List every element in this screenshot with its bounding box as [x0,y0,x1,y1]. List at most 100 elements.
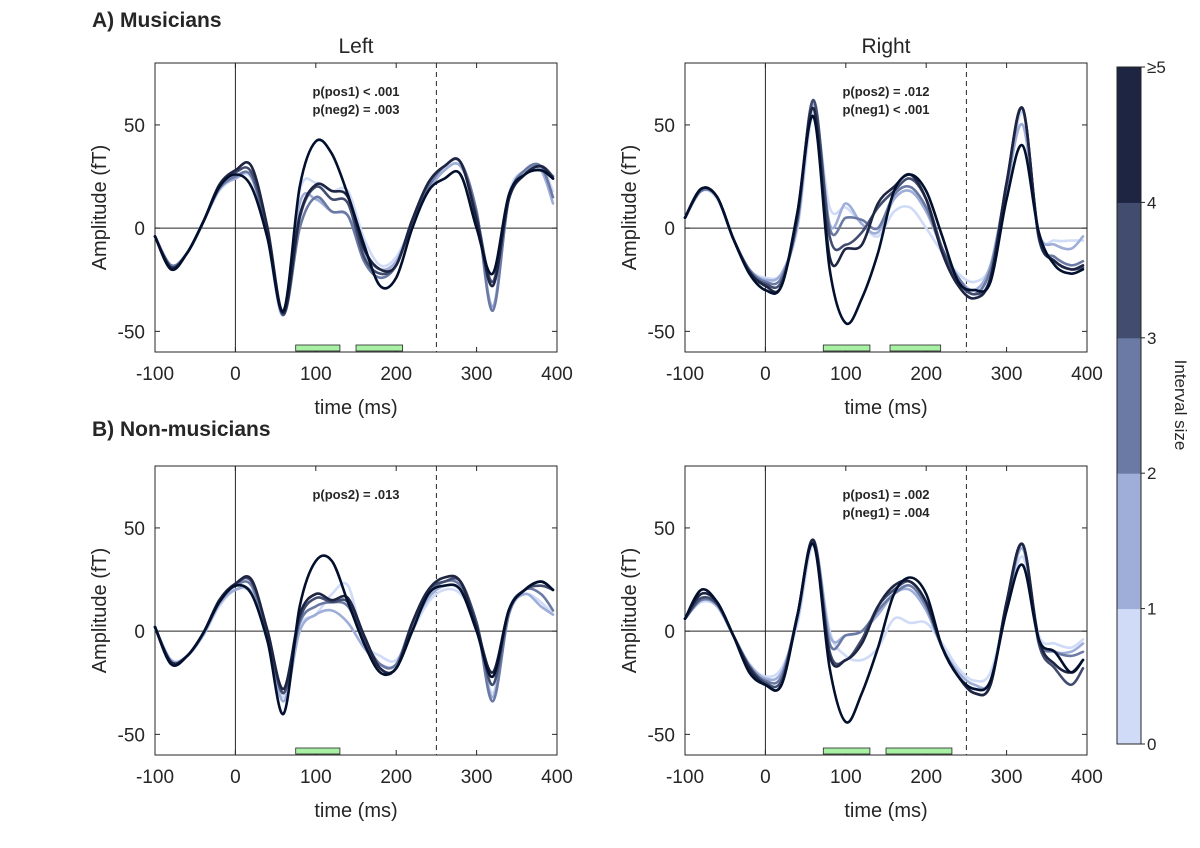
series-line-level-2 [683,538,1085,692]
x-tick-label: 400 [1071,364,1103,385]
colorbar-tick-label: 2 [1147,464,1156,483]
series-line-level-5 [153,138,555,313]
x-tick-label: 200 [380,767,412,788]
panel-3: -100 0 100 200 300 400 -50 0 50 time (ms) Amplitud… [619,465,1103,822]
x-tick-label: 100 [830,767,862,788]
colorbar: 0 1 2 3 4 ≥5 [1116,58,1166,754]
significance-bar [885,747,953,755]
y-axis-label: Amplitude (fT) [89,145,111,271]
significance-bar [295,747,341,755]
y-tick-label: 50 [124,116,145,137]
colorbar-tick-label: 0 [1147,735,1156,754]
p-value-annotation: p(neg2) = .003 [312,102,399,117]
significance-bar [822,747,871,755]
x-tick-label: 0 [230,767,241,788]
series-line-level-4 [683,538,1085,697]
significance-bar [822,344,871,352]
series-line-level-5 [153,554,555,716]
x-tick-label: -100 [666,767,704,788]
p-value-annotation: p(pos1) < .001 [312,84,399,99]
x-tick-label: 100 [300,364,332,385]
series-line-level-5 [683,542,1085,724]
series-line-level-1 [683,538,1085,690]
y-tick-label: 50 [654,519,675,540]
x-tick-label: 300 [461,767,493,788]
significance-bar [355,344,404,352]
y-tick-label: 50 [654,116,675,137]
x-tick-label: 300 [991,364,1023,385]
y-tick-label: -50 [118,322,145,343]
x-tick-label: 0 [230,364,241,385]
x-tick-label: 300 [461,364,493,385]
x-axis-label: time (ms) [314,397,397,419]
series-line-level-0 [153,162,555,317]
x-tick-label: 0 [760,364,771,385]
y-tick-label: 0 [134,219,145,240]
y-tick-label: -50 [648,725,675,746]
axes-box [684,465,1088,756]
column-title-left: Left [338,35,373,58]
x-tick-label: 100 [830,364,862,385]
y-tick-label: 0 [134,622,145,643]
significance-bar [295,344,341,352]
series-line-level-1 [153,162,555,317]
colorbar-segment-3 [1117,202,1141,339]
series-line-level-4 [683,106,1085,300]
p-value-annotation: p(neg1) = .004 [842,505,930,520]
panel-1: -100 0 100 200 300 400 -50 0 50 time (ms) Amplitud… [619,62,1103,419]
y-tick-label: 0 [664,622,675,643]
x-tick-label: 400 [1071,767,1103,788]
p-value-annotation: p(neg1) < .001 [842,102,929,117]
series-line-level-1 [153,583,555,703]
colorbar-tick-label: 1 [1147,600,1156,619]
colorbar-segment-4 [1117,67,1141,203]
y-tick-label: 50 [124,519,145,540]
series-line-level-5 [683,114,1085,326]
series-line-level-0 [153,581,555,699]
series-line-level-3 [153,157,555,317]
panel-0: -100 0 100 200 300 400 -50 0 50 time (ms) Amplitud… [89,62,573,419]
y-axis-label: Amplitude (fT) [619,145,641,271]
series-line-level-4 [153,157,555,315]
x-tick-label: 200 [910,364,942,385]
colorbar-segment-2 [1117,337,1141,474]
y-tick-label: -50 [118,725,145,746]
y-axis-label: Amplitude (fT) [619,548,641,674]
axes-box [684,62,1088,353]
colorbar-title: Interval size [1171,360,1190,451]
column-title-right: Right [861,35,910,58]
x-axis-label: time (ms) [844,397,927,419]
colorbar-frame [1116,66,1142,745]
heading-musicians: A) Musicians [92,9,222,32]
x-tick-label: 200 [380,364,412,385]
colorbar-tick-label: 4 [1147,193,1156,212]
colorbar-segment-1 [1117,473,1141,610]
x-axis-label: time (ms) [844,800,927,822]
x-tick-label: -100 [666,364,704,385]
x-tick-label: -100 [136,364,174,385]
y-axis-label: Amplitude (fT) [89,548,111,674]
axes-box [154,62,558,353]
chart-panels: -100 0 100 200 300 400 -50 0 50 time (ms) Amplitud… [89,62,1103,822]
p-value-annotation: p(pos2) = .013 [312,487,399,502]
colorbar-tick-label: 3 [1147,329,1156,348]
series-line-level-2 [153,157,555,317]
y-tick-label: 0 [664,219,675,240]
p-value-annotation: p(pos2) = .012 [842,84,929,99]
x-tick-label: 100 [300,767,332,788]
x-tick-label: 400 [541,364,573,385]
significance-bar [889,344,942,352]
x-tick-label: 200 [910,767,942,788]
heading-non-musicians: B) Non-musicians [92,418,271,441]
y-tick-label: -50 [648,322,675,343]
x-tick-label: -100 [136,767,174,788]
panel-2: -100 0 100 200 300 400 -50 0 50 time (ms) Amplitud… [89,465,573,822]
colorbar-tick-label: ≥5 [1147,58,1166,77]
x-tick-label: 400 [541,767,573,788]
series-line-level-3 [683,538,1085,697]
axes-box [154,465,558,756]
colorbar-segment-0 [1117,608,1141,745]
p-value-annotation: p(pos1) = .002 [842,487,929,502]
x-axis-label: time (ms) [314,800,397,822]
